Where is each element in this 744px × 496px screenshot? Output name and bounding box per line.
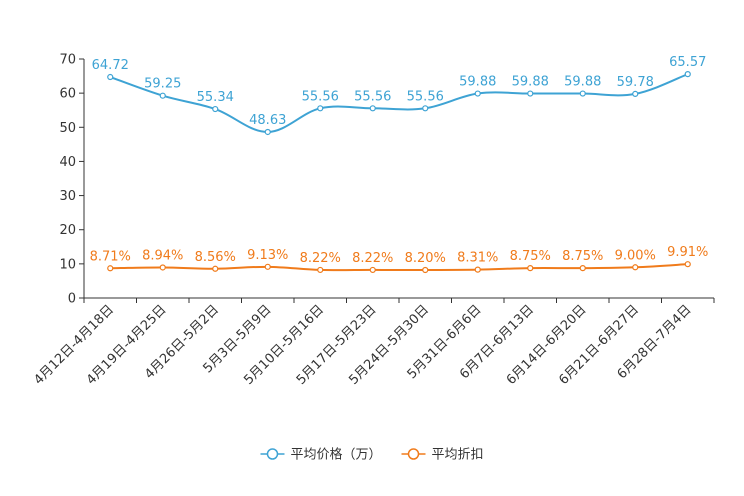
- legend: 平均价格（万） 平均折扣: [260, 447, 484, 463]
- data-label: 9.13%: [247, 248, 288, 263]
- data-point: [107, 73, 114, 81]
- data-label: 8.56%: [195, 250, 236, 265]
- y-tick-label: 10: [59, 257, 76, 272]
- data-point: [579, 90, 586, 97]
- data-label: 55.56: [354, 89, 391, 104]
- data-label: 8.22%: [352, 251, 393, 266]
- data-point: [264, 128, 271, 136]
- legend-marker-icon: [407, 448, 420, 460]
- data-label: 8.75%: [562, 249, 603, 264]
- data-point: [632, 90, 639, 97]
- y-tick-label: 60: [59, 87, 76, 102]
- data-point: [684, 71, 691, 78]
- data-point: [317, 105, 324, 112]
- data-label: 59.88: [512, 75, 549, 90]
- y-axis: 0 10 20 30 40 50 60 70: [59, 53, 85, 307]
- data-point: [527, 90, 534, 97]
- data-point: [579, 265, 586, 272]
- data-point: [107, 265, 114, 272]
- data-label: 55.34: [197, 90, 234, 105]
- data-label: 8.71%: [90, 249, 131, 264]
- data-label: 8.94%: [142, 248, 183, 263]
- legend-item-1[interactable]: 平均价格（万）: [260, 447, 382, 463]
- data-point: [422, 266, 429, 274]
- data-point: [159, 92, 166, 99]
- x-axis: 4月12日-4月18日4月19日-4月25日4月26日-5月2日5月3日-5月9…: [31, 297, 715, 388]
- data-point: [369, 266, 376, 274]
- data-point: [212, 105, 219, 113]
- data-label: 8.22%: [300, 251, 341, 266]
- y-tick-label: 0: [68, 292, 76, 307]
- data-point: [369, 105, 376, 112]
- data-label: 9.00%: [615, 248, 656, 263]
- legend-marker-icon: [266, 448, 279, 460]
- series-line: [110, 263, 688, 272]
- series-line: [109, 73, 689, 133]
- y-tick-label: 20: [59, 223, 76, 238]
- data-point: [212, 265, 219, 272]
- data-point: [159, 264, 166, 271]
- data-label: 55.56: [407, 89, 444, 104]
- data-label: 8.31%: [457, 251, 498, 266]
- data-label: 59.78: [617, 75, 654, 90]
- series-2: 8.71% 8.94% 8.56% 9.13% 8.22% 8.22% 8.20% 8.31%…: [90, 245, 708, 274]
- data-label: 55.56: [302, 89, 339, 104]
- y-tick-label: 30: [59, 189, 76, 204]
- data-label: 59.25: [144, 77, 181, 92]
- series-1: 64.72 59.25 55.34 48.63 55.56 55.56 55.56 59.88…: [92, 55, 706, 136]
- y-tick-label: 70: [59, 53, 76, 68]
- data-label: 59.88: [564, 75, 601, 90]
- y-tick-label: 40: [59, 155, 76, 170]
- data-point: [422, 105, 429, 112]
- data-point: [317, 266, 324, 274]
- data-label: 8.20%: [405, 251, 446, 266]
- legend-label: 平均折扣: [432, 448, 484, 463]
- data-label: 9.91%: [667, 245, 708, 260]
- y-tick-label: 50: [59, 121, 76, 136]
- data-point: [684, 261, 691, 268]
- data-label: 48.63: [249, 113, 286, 128]
- legend-item-2[interactable]: 平均折扣: [401, 448, 484, 463]
- data-point: [264, 263, 271, 270]
- data-point: [474, 90, 481, 97]
- data-label: 59.88: [459, 75, 496, 90]
- data-label: 65.57: [669, 55, 706, 70]
- data-label: 64.72: [92, 58, 129, 73]
- data-label: 8.75%: [510, 249, 551, 264]
- series-layer: 64.72 59.25 55.34 48.63 55.56 55.56 55.56 59.88…: [90, 55, 708, 274]
- data-point: [474, 266, 481, 273]
- data-point: [632, 264, 639, 271]
- data-point: [527, 265, 534, 272]
- legend-label: 平均价格（万）: [290, 447, 381, 463]
